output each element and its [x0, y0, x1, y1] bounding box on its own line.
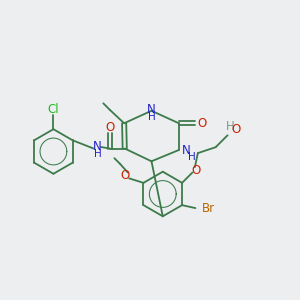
Text: O: O	[197, 117, 207, 130]
Text: H: H	[94, 148, 101, 159]
Text: O: O	[105, 121, 115, 134]
Text: N: N	[182, 144, 190, 158]
Text: H: H	[188, 152, 196, 161]
Text: Cl: Cl	[48, 103, 59, 116]
Text: O: O	[120, 169, 130, 182]
Text: H: H	[148, 112, 155, 122]
Text: H: H	[226, 121, 235, 134]
Text: N: N	[147, 103, 156, 116]
Text: N: N	[93, 140, 102, 153]
Text: O: O	[192, 164, 201, 177]
Text: O: O	[231, 123, 241, 136]
Text: Br: Br	[202, 202, 215, 215]
